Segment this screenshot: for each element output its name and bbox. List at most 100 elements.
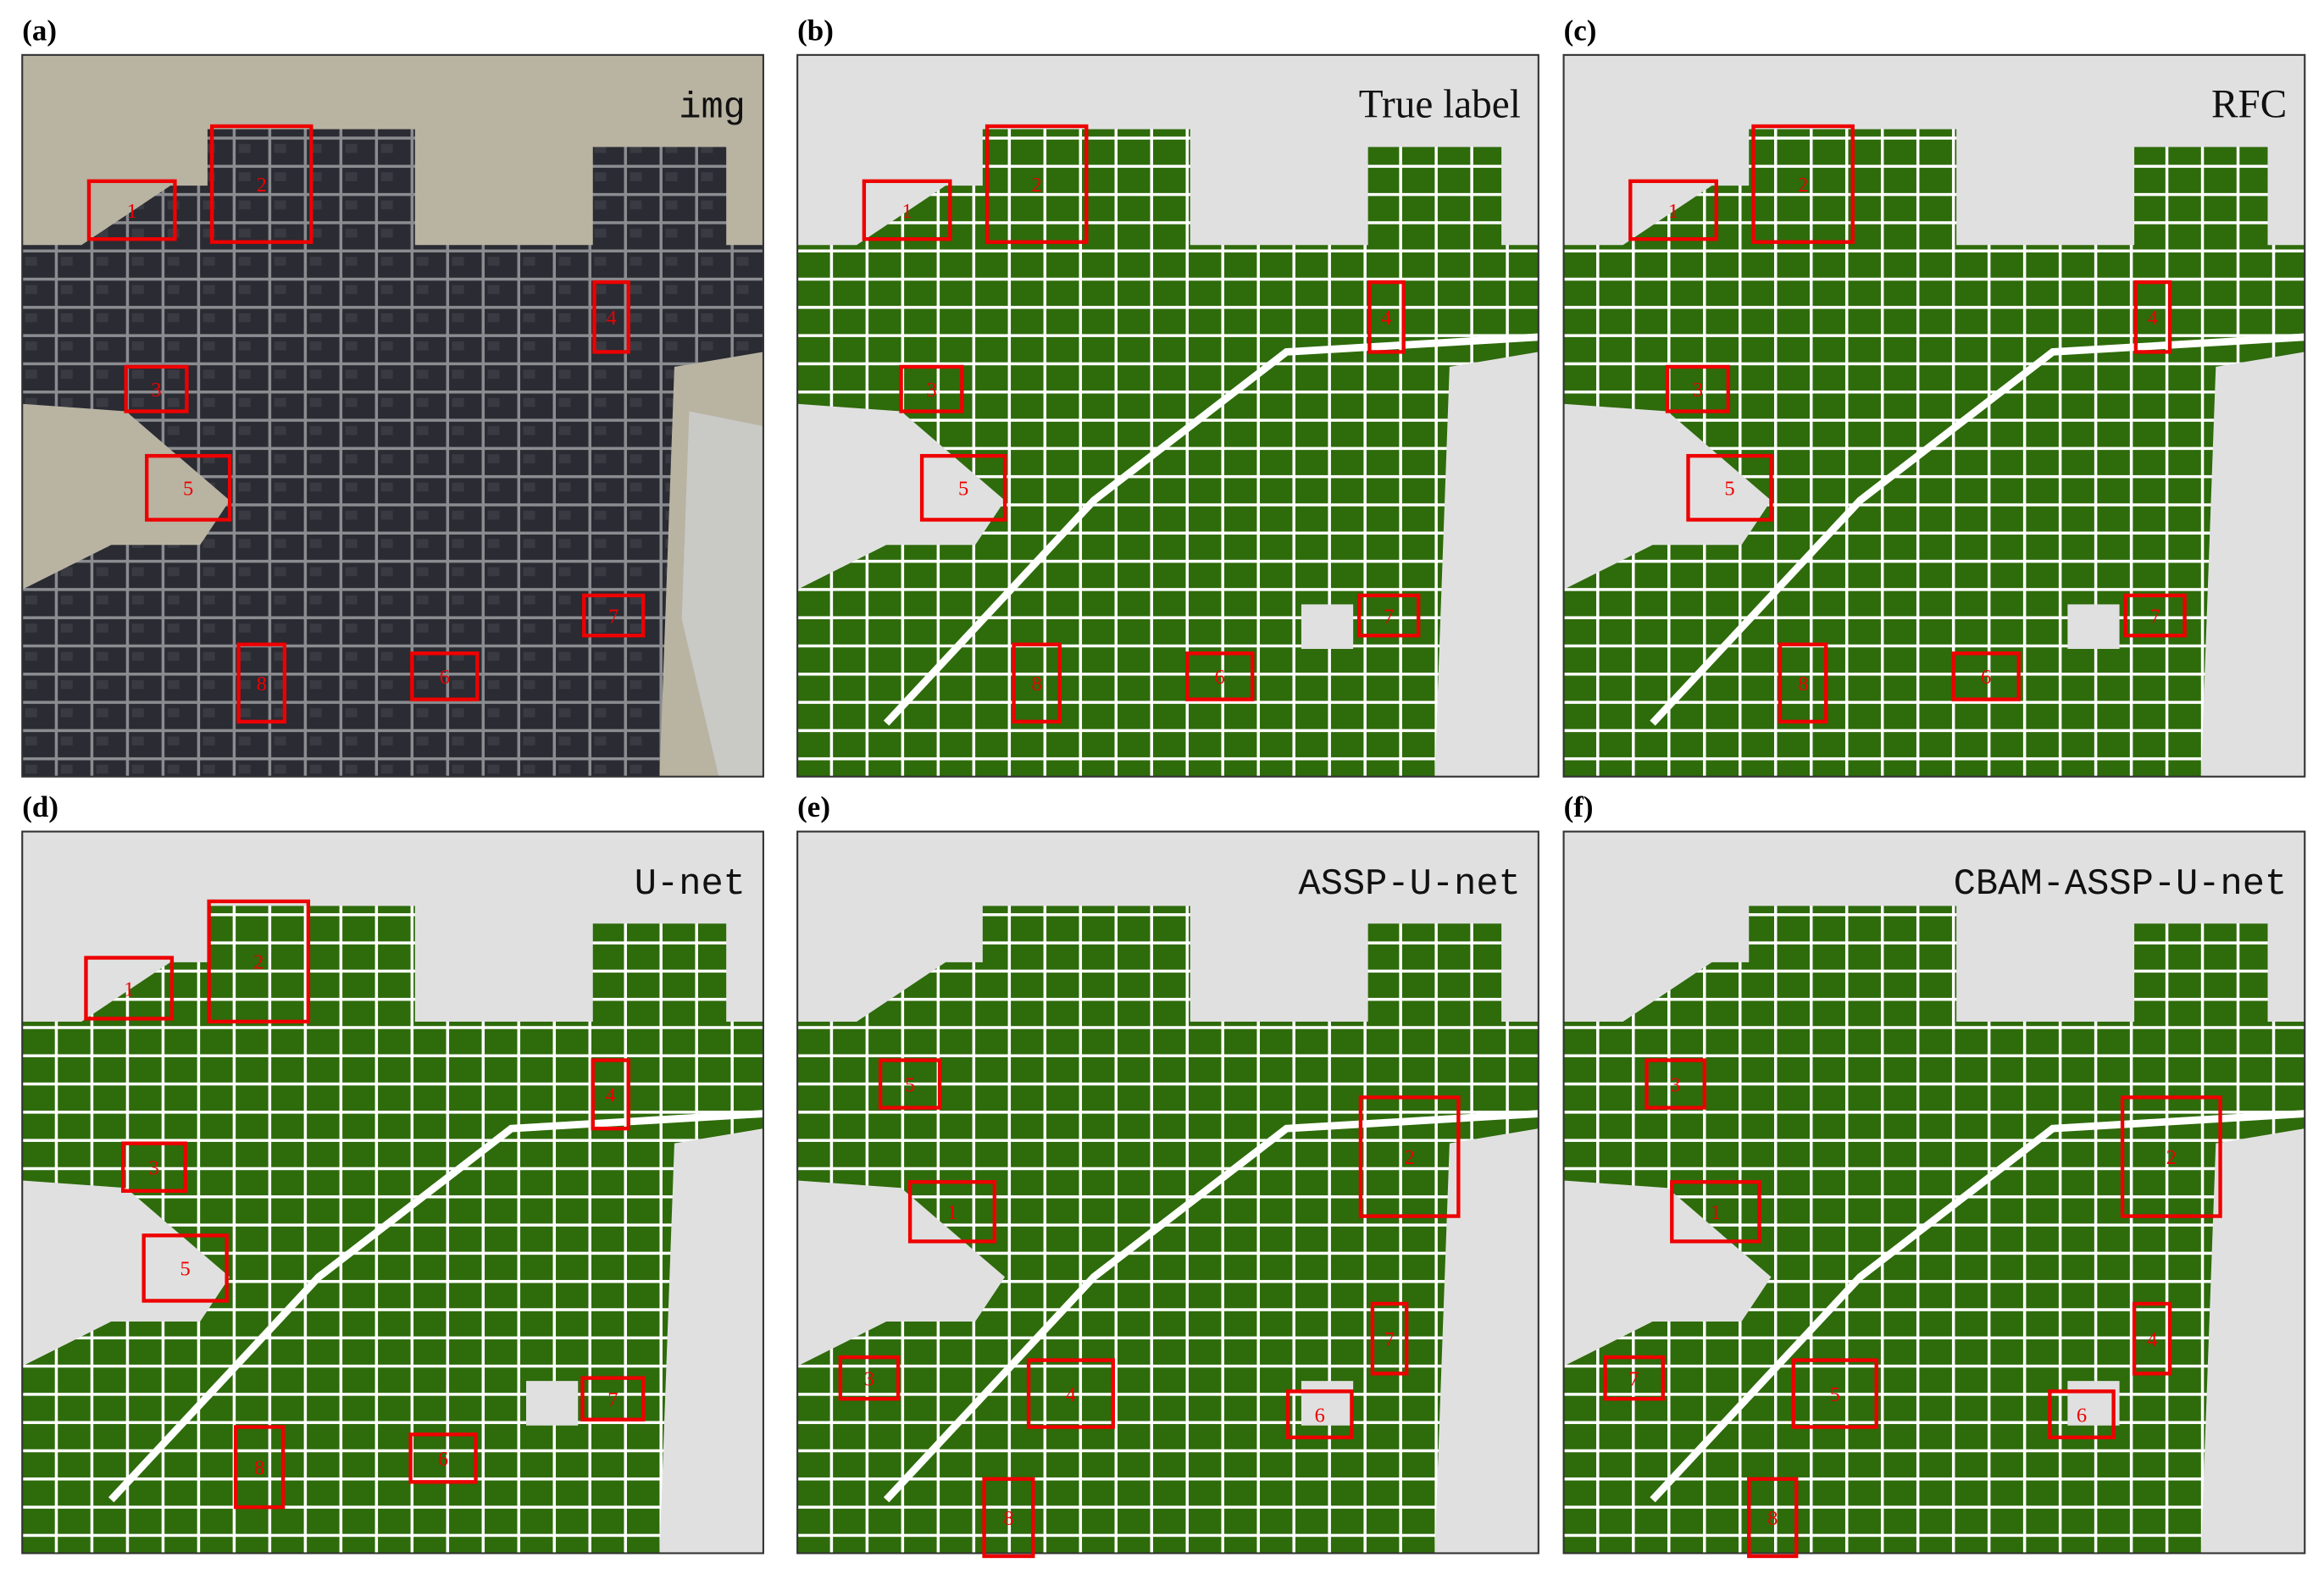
panel-title: True label xyxy=(1359,82,1521,126)
box-number: 6 xyxy=(1981,666,1991,689)
box-number: 2 xyxy=(1798,174,1808,197)
highlight-box xyxy=(1367,280,1406,354)
box-number: 8 xyxy=(1032,673,1042,696)
box-number: 1 xyxy=(127,200,137,223)
panel-title: ASSP-U-net xyxy=(1298,864,1520,906)
box-number: 2 xyxy=(1032,174,1042,197)
box-number: 1 xyxy=(901,200,912,223)
box-number: 2 xyxy=(1405,1146,1415,1169)
highlight-box xyxy=(1951,651,2021,701)
box-number: 3 xyxy=(926,379,936,402)
road xyxy=(108,1110,764,1503)
box-number: 2 xyxy=(2166,1146,2177,1169)
highlight-box xyxy=(121,1141,187,1193)
box-number: 5 xyxy=(1830,1383,1840,1406)
highlight-box xyxy=(907,1180,997,1244)
box-number: 3 xyxy=(864,1367,874,1390)
highlight-box xyxy=(1670,1180,1761,1244)
highlight-box xyxy=(1751,124,1855,244)
box-number: 1 xyxy=(1711,1201,1721,1224)
box-number: 1 xyxy=(1668,200,1678,223)
highlight-box xyxy=(86,179,177,241)
panel-frame xyxy=(21,53,764,778)
highlight-box xyxy=(582,593,646,638)
panel-letter: (c) xyxy=(1564,14,1597,47)
box-number: 7 xyxy=(1384,605,1394,628)
panel-title: RFC xyxy=(2211,82,2287,126)
highlight-box xyxy=(1645,1058,1706,1110)
riverbed xyxy=(681,411,763,777)
highlight-box xyxy=(591,1058,630,1131)
road xyxy=(883,1110,1539,1503)
box-number: 6 xyxy=(438,1448,448,1471)
highlight-box xyxy=(1628,179,1718,241)
box-number: 7 xyxy=(2149,605,2160,628)
panel: img 1 2 3 4 5 6 7 8 xyxy=(21,53,764,778)
box-number: 5 xyxy=(958,478,968,501)
highlight-box xyxy=(207,899,311,1024)
panel-title: img xyxy=(679,87,746,129)
highlight-box xyxy=(580,1376,646,1422)
highlight-box xyxy=(1356,593,1421,638)
highlight-box xyxy=(862,179,952,241)
panel-frame xyxy=(796,53,1539,778)
highlight-box xyxy=(145,453,232,522)
highlight-box xyxy=(1665,364,1730,413)
panel-letter: (b) xyxy=(797,14,834,47)
box-number: 5 xyxy=(1724,478,1734,501)
box-number: 8 xyxy=(1767,1507,1778,1530)
box-number: 1 xyxy=(124,978,134,1000)
box-number: 3 xyxy=(1693,379,1703,402)
panel: U-net 1 2 3 4 5 6 7 8 xyxy=(21,830,764,1555)
box-number: 4 xyxy=(1066,1383,1076,1406)
gap xyxy=(526,1381,579,1426)
box-number: 8 xyxy=(254,1457,264,1480)
highlight-box xyxy=(1370,1301,1409,1376)
highlight-box xyxy=(408,1433,478,1484)
highlight-box xyxy=(233,1425,286,1510)
box-number: 6 xyxy=(1315,1404,1325,1427)
highlight-box xyxy=(410,651,480,701)
panel-frame xyxy=(796,830,1539,1555)
highlight-box xyxy=(1686,453,1773,522)
highlight-box xyxy=(1012,642,1062,724)
panel-frame xyxy=(21,830,764,1555)
box-number: 3 xyxy=(151,379,161,402)
gap xyxy=(2067,1381,2120,1426)
highlight-box xyxy=(2123,593,2187,638)
box-number: 4 xyxy=(2147,1328,2157,1351)
gap xyxy=(1301,604,1354,649)
highlight-box xyxy=(2132,1301,2172,1376)
highlight-box xyxy=(838,1355,901,1401)
box-number: 4 xyxy=(1381,307,1391,330)
panel: ASSP-U-net 5 1 2 7 3 4 6 8 xyxy=(796,830,1539,1559)
highlight-box xyxy=(1185,651,1255,701)
box-number: 5 xyxy=(905,1073,915,1096)
box-number: 8 xyxy=(1798,673,1808,696)
highlight-box xyxy=(982,1477,1035,1559)
panel-letter: (a) xyxy=(22,14,57,47)
box-number: 8 xyxy=(1003,1507,1013,1530)
box-number: 3 xyxy=(149,1156,159,1179)
highlight-box xyxy=(899,364,964,413)
box-number: 4 xyxy=(606,307,616,330)
highlight-box xyxy=(2120,1095,2222,1218)
road xyxy=(1650,1110,2305,1503)
highlight-box xyxy=(2133,280,2172,354)
highlight-box xyxy=(1791,1358,1878,1429)
box-number: 4 xyxy=(2148,307,2158,330)
panel: True label 1 2 3 4 5 6 7 8 xyxy=(796,53,1539,778)
highlight-box xyxy=(1286,1389,1354,1439)
highlight-box xyxy=(1603,1355,1665,1401)
highlight-box xyxy=(1747,1477,1799,1559)
panel-title: CBAM-ASSP-U-net xyxy=(1954,864,2288,906)
panel-frame xyxy=(1562,830,2306,1555)
panel-frame xyxy=(1562,53,2306,778)
highlight-box xyxy=(919,453,1007,522)
box-number: 7 xyxy=(1629,1367,1639,1390)
highlight-box xyxy=(878,1058,942,1110)
box-number: 6 xyxy=(1215,666,1225,689)
highlight-box xyxy=(985,124,1089,244)
